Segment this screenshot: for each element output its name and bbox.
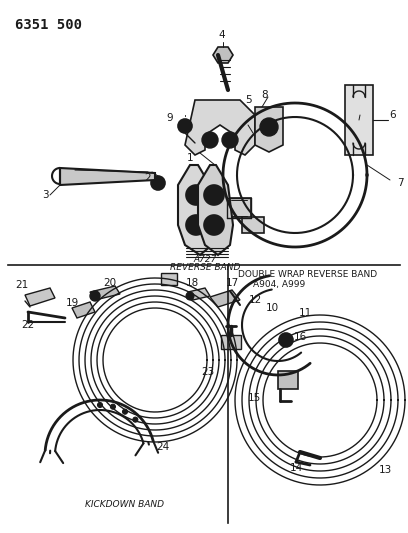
Circle shape [202,132,218,148]
Circle shape [186,292,194,300]
Polygon shape [90,286,120,300]
Circle shape [122,409,127,414]
Text: 15: 15 [247,393,261,403]
Text: 2: 2 [145,173,151,183]
Text: 14: 14 [289,463,303,473]
Text: A727: A727 [193,255,217,264]
Polygon shape [242,217,264,233]
Text: 16: 16 [293,332,307,342]
Text: 23: 23 [202,367,215,377]
Text: 20: 20 [104,278,117,288]
Text: 8: 8 [262,90,268,100]
Text: 1: 1 [187,153,193,163]
Text: 7: 7 [397,178,404,188]
Polygon shape [345,85,373,155]
Text: 3: 3 [42,190,48,200]
Text: 5: 5 [245,95,251,105]
Text: 10: 10 [266,303,279,313]
Circle shape [133,417,138,422]
Text: 6: 6 [390,110,396,120]
Text: 24: 24 [156,442,170,452]
Polygon shape [210,290,240,307]
Polygon shape [178,165,215,255]
Circle shape [151,176,165,190]
Polygon shape [161,273,177,285]
Text: 6351 500: 6351 500 [15,18,82,32]
Circle shape [204,185,224,205]
Circle shape [186,215,206,235]
Text: DOUBLE WRAP REVERSE BAND: DOUBLE WRAP REVERSE BAND [238,270,377,279]
Text: 17: 17 [225,278,239,288]
Text: A904, A999: A904, A999 [253,280,305,289]
Text: 4: 4 [219,30,225,40]
Polygon shape [198,165,233,255]
Polygon shape [72,302,95,318]
Circle shape [98,402,102,408]
Text: 12: 12 [248,295,262,305]
Polygon shape [213,47,233,63]
Polygon shape [227,198,251,217]
Text: 18: 18 [185,278,199,288]
Polygon shape [185,100,255,155]
Polygon shape [221,335,241,349]
Circle shape [178,119,192,133]
Circle shape [90,291,100,301]
Text: 19: 19 [65,298,79,308]
Text: 22: 22 [21,320,35,330]
Circle shape [111,404,115,409]
Polygon shape [255,107,283,152]
Text: 13: 13 [378,465,392,475]
Circle shape [186,185,206,205]
Polygon shape [188,288,210,300]
Text: REVERSE BAND: REVERSE BAND [170,263,240,272]
Polygon shape [25,288,55,306]
Circle shape [204,215,224,235]
Polygon shape [277,371,297,389]
Text: 9: 9 [167,113,173,123]
Polygon shape [60,168,155,185]
Circle shape [222,132,238,148]
Circle shape [279,333,293,347]
Text: 21: 21 [16,280,29,290]
Text: 11: 11 [298,308,312,318]
Circle shape [260,118,278,136]
Text: KICKDOWN BAND: KICKDOWN BAND [85,500,164,509]
